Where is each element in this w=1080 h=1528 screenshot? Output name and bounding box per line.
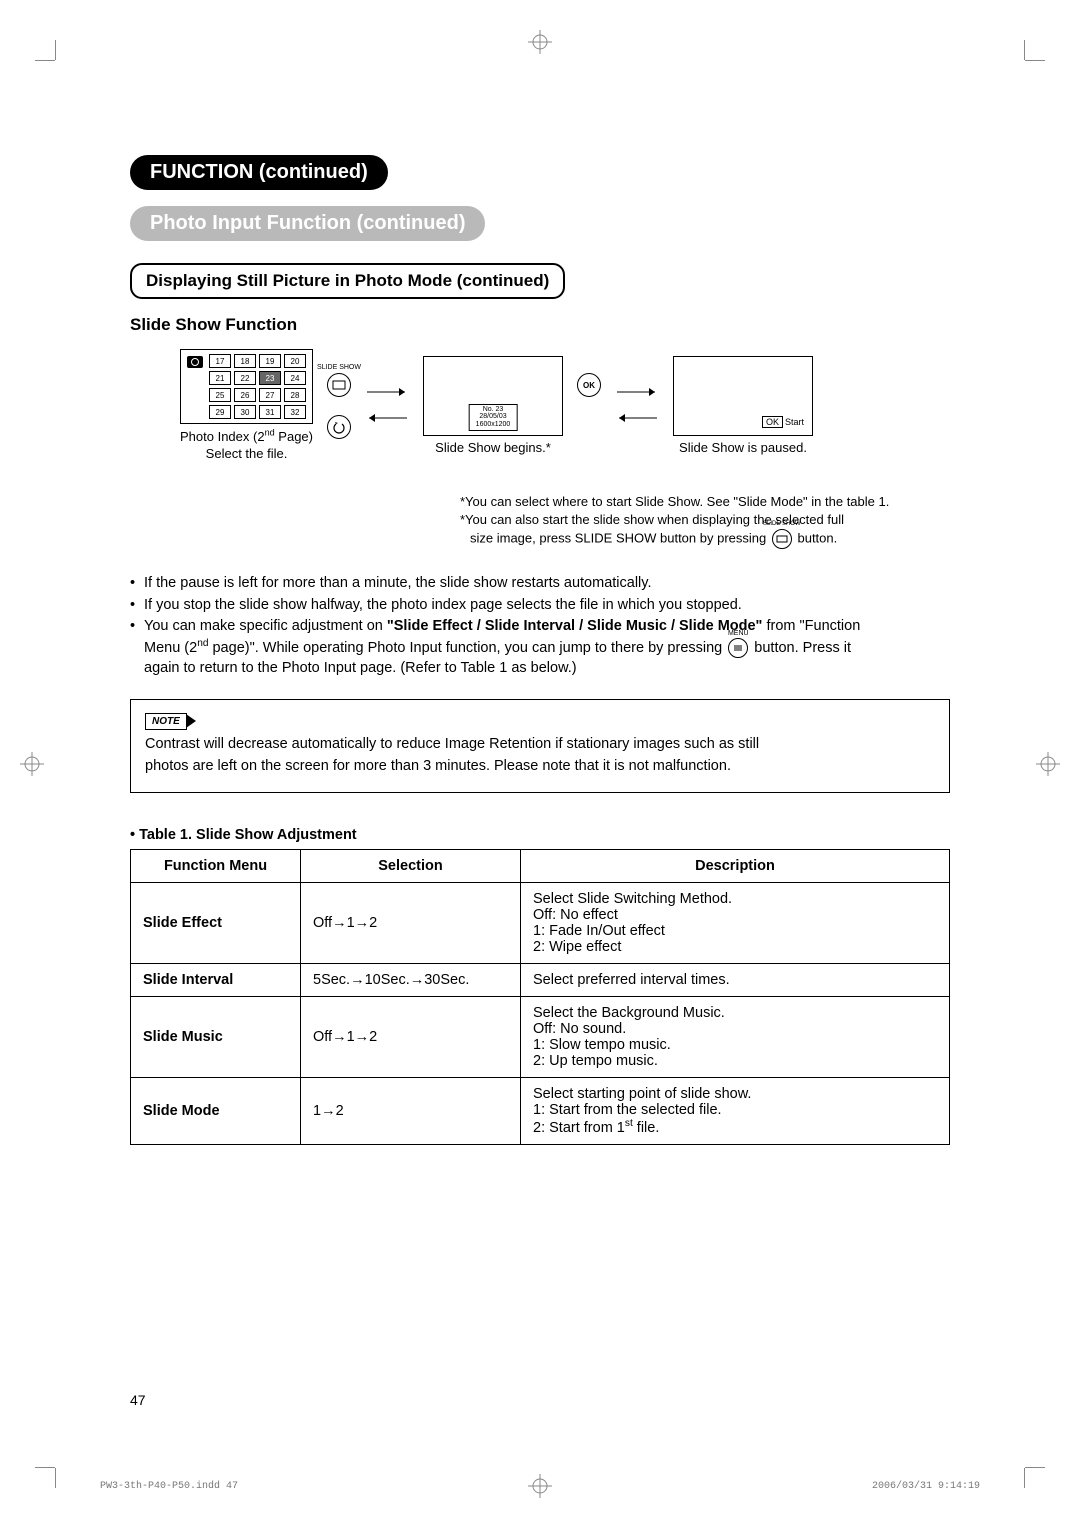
footer-file-info: PW3-3th-P40-P50.indd 47 bbox=[100, 1481, 238, 1492]
thumbnail: 30 bbox=[234, 405, 256, 419]
thumbnail: 19 bbox=[259, 354, 281, 368]
table-cell-selection: 5Sec.→10Sec.→30Sec. bbox=[301, 963, 521, 996]
photo-index-panel: 17181920 21222324 25262728 29303132 Photo I… bbox=[180, 349, 313, 463]
panel1-caption-line1: Photo Index (2nd Page) bbox=[180, 429, 313, 444]
registration-mark bbox=[528, 1474, 552, 1498]
table-row: Slide MusicOff→1→2Select the Background … bbox=[131, 996, 950, 1077]
thumbnail: 27 bbox=[259, 388, 281, 402]
table-row: Slide Interval5Sec.→10Sec.→30Sec.Select … bbox=[131, 963, 950, 996]
thumbnail: 28 bbox=[284, 388, 306, 402]
arrow-pair bbox=[615, 385, 659, 427]
heading-still-picture: Displaying Still Picture in Photo Mode (… bbox=[130, 263, 565, 299]
slide-show-paused-panel: OKStart Slide Show is paused. bbox=[673, 356, 813, 457]
slide-show-adjustment-table: Function Menu Selection Description Slid… bbox=[130, 849, 950, 1145]
footer-timestamp: 2006/03/31 9:14:19 bbox=[872, 1481, 980, 1492]
table-row: Slide Mode1→2Select starting point of sl… bbox=[131, 1077, 950, 1144]
table-cell-description: Select starting point of slide show.1: S… bbox=[521, 1077, 950, 1144]
slide-show-flow: 17181920 21222324 25262728 29303132 Photo I… bbox=[180, 349, 950, 463]
table-header: Selection bbox=[301, 849, 521, 882]
table-title: • Table 1. Slide Show Adjustment bbox=[130, 827, 950, 843]
slide-show-button-icon: SLIDE SHOW bbox=[772, 529, 792, 549]
flow-footnotes: *You can select where to start Slide Sho… bbox=[460, 493, 950, 549]
registration-mark bbox=[20, 752, 44, 776]
table-header: Function Menu bbox=[131, 849, 301, 882]
table-cell-menu: Slide Effect bbox=[131, 882, 301, 963]
bullet-list: •If the pause is left for more than a mi… bbox=[130, 573, 950, 679]
thumbnail: 21 bbox=[209, 371, 231, 385]
thumbnail: 17 bbox=[209, 354, 231, 368]
thumbnail: 29 bbox=[209, 405, 231, 419]
slide-show-button-icon: SLIDE SHOW bbox=[327, 373, 351, 397]
table-cell-menu: Slide Interval bbox=[131, 963, 301, 996]
heading-photo-input: Photo Input Function (continued) bbox=[130, 206, 485, 241]
thumbnail: 26 bbox=[234, 388, 256, 402]
camera-icon bbox=[187, 356, 203, 368]
thumbnail: 25 bbox=[209, 388, 231, 402]
table-header: Description bbox=[521, 849, 950, 882]
ok-button-icon: OK bbox=[577, 373, 601, 397]
thumbnail: 20 bbox=[284, 354, 306, 368]
note-label: NOTE bbox=[145, 713, 187, 730]
registration-mark bbox=[1036, 752, 1060, 776]
heading-slide-show: Slide Show Function bbox=[130, 315, 950, 335]
table-cell-description: Select Slide Switching Method.Off: No ef… bbox=[521, 882, 950, 963]
registration-mark bbox=[528, 30, 552, 54]
thumbnail: 18 bbox=[234, 354, 256, 368]
thumbnail: 23 bbox=[259, 371, 281, 385]
thumbnail: 24 bbox=[284, 371, 306, 385]
table-cell-menu: Slide Music bbox=[131, 996, 301, 1077]
table-cell-description: Select preferred interval times. bbox=[521, 963, 950, 996]
table-cell-selection: Off→1→2 bbox=[301, 882, 521, 963]
thumbnail: 31 bbox=[259, 405, 281, 419]
thumbnail: 22 bbox=[234, 371, 256, 385]
return-button-icon bbox=[327, 415, 351, 439]
note-box: NOTE Contrast will decrease automaticall… bbox=[130, 699, 950, 793]
table-cell-selection: Off→1→2 bbox=[301, 996, 521, 1077]
page-number: 47 bbox=[130, 1392, 146, 1408]
menu-button-icon: MENU bbox=[728, 638, 748, 658]
heading-function: FUNCTION (continued) bbox=[130, 155, 388, 190]
table-cell-selection: 1→2 bbox=[301, 1077, 521, 1144]
thumbnail: 32 bbox=[284, 405, 306, 419]
table-cell-menu: Slide Mode bbox=[131, 1077, 301, 1144]
table-cell-description: Select the Background Music.Off: No soun… bbox=[521, 996, 950, 1077]
table-row: Slide EffectOff→1→2Select Slide Switchin… bbox=[131, 882, 950, 963]
slide-show-begins-panel: No. 23 28/05/03 1600x1200 Slide Show beg… bbox=[423, 356, 563, 457]
panel1-caption-line2: Select the file. bbox=[206, 446, 288, 461]
arrow-pair bbox=[365, 385, 409, 427]
